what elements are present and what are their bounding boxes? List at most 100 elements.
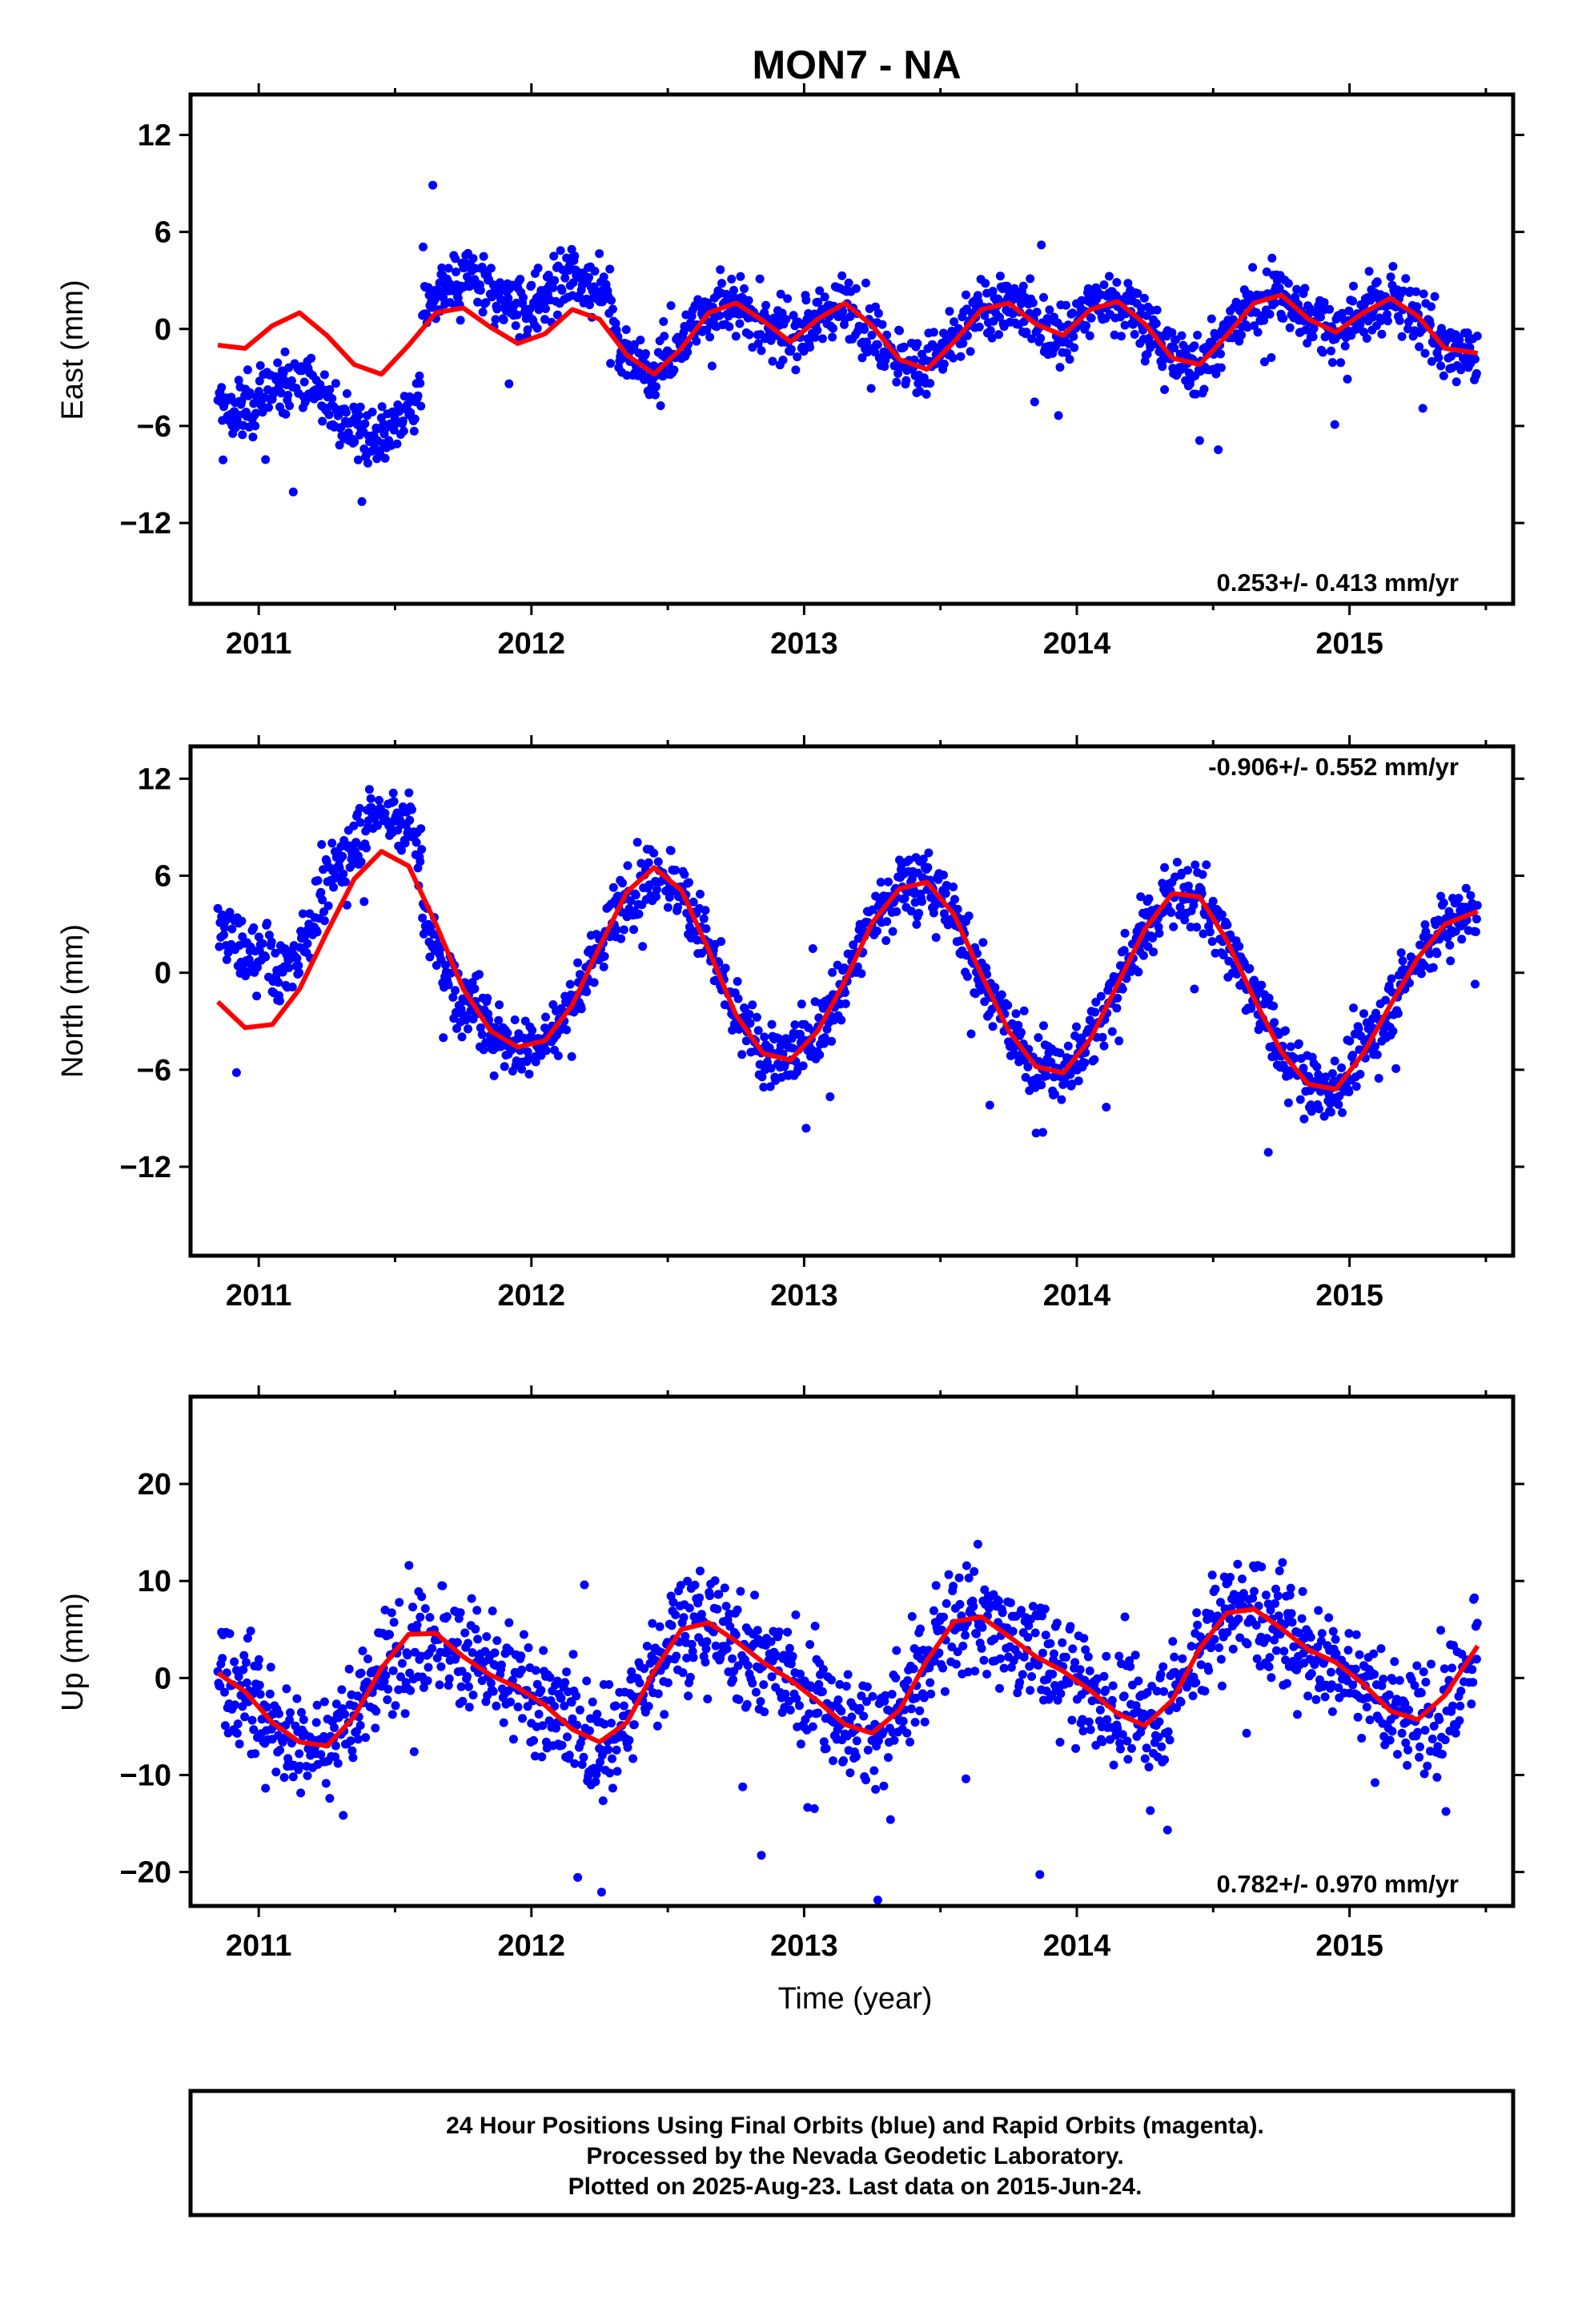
data-point [565,979,575,989]
data-point [513,1703,523,1711]
data-point [1028,1602,1038,1611]
data-point [715,311,725,320]
data-point [1099,280,1109,290]
data-point [281,409,291,419]
data-point [339,869,348,879]
data-point [954,1573,964,1582]
data-point [861,278,870,287]
data-point [1158,1662,1168,1671]
data-point [1456,365,1466,375]
data-point [1068,1644,1078,1654]
data-point [843,1670,853,1679]
data-point [745,330,754,340]
data-point [895,326,904,336]
data-point [1315,1104,1324,1114]
data-point [757,1851,766,1860]
data-point [753,339,763,348]
data-point [451,986,460,995]
data-point [1311,1695,1321,1704]
data-point [852,1736,861,1746]
data-point [1397,1728,1407,1738]
y-tick-label: 6 [155,216,171,250]
data-point [701,1658,710,1667]
data-point [1139,293,1149,303]
data-point [249,923,259,932]
data-point [219,455,228,464]
data-point [986,326,995,336]
data-point [463,1672,472,1681]
data-point [344,1664,354,1674]
data-point [1441,1807,1451,1816]
data-point [1257,980,1267,990]
data-point [962,331,972,340]
data-point [683,348,693,357]
data-point [377,402,387,412]
data-point [473,297,483,307]
data-point [884,877,893,887]
data-point [231,1068,241,1077]
data-point [1344,306,1354,316]
data-point [1281,1026,1291,1035]
data-point [1162,1825,1172,1835]
x-axis-label: Time (year) [778,1982,933,2016]
data-point [949,353,958,363]
data-point [1045,305,1054,315]
data-point [532,324,542,333]
data-point [1385,1735,1395,1745]
data-point [350,437,359,447]
data-point [1472,901,1482,910]
data-point [1303,1691,1313,1701]
data-point [653,857,663,866]
data-point [1383,316,1392,326]
data-point [1355,1650,1364,1659]
data-point [298,909,307,919]
data-point [841,999,850,1008]
data-point [1299,1114,1309,1124]
data-point [909,1664,918,1674]
data-point [1057,322,1066,332]
data-point [981,279,990,288]
data-point [458,1696,468,1706]
data-point [1159,1687,1169,1696]
data-point [1275,283,1284,293]
data-point [1017,300,1026,308]
data-point [570,251,580,261]
data-point [1070,1658,1080,1667]
data-point [684,1691,693,1701]
data-point [560,273,570,283]
data-point [1468,1678,1478,1687]
x-tick-label: 2011 [226,627,291,661]
data-point [790,1020,800,1030]
data-point [951,1659,961,1669]
data-point [243,365,252,375]
data-point [915,387,925,396]
data-point [958,1641,968,1651]
data-point [400,838,410,848]
data-point [1307,1107,1316,1116]
data-point [820,292,829,302]
data-point [264,403,273,412]
data-point [477,1030,487,1039]
data-point [962,971,972,981]
data-point [857,353,867,363]
data-point [399,426,408,436]
data-point [1283,279,1293,288]
data-point [1438,1750,1447,1759]
data-point [621,325,631,335]
data-point [570,1759,580,1768]
data-point [745,1010,754,1019]
data-point [793,352,802,362]
data-point [222,955,231,964]
data-point [939,1612,948,1622]
data-point [733,1605,742,1614]
data-point [1068,308,1078,318]
data-point [608,1783,617,1793]
data-point [506,1697,516,1707]
data-point [307,353,316,363]
data-point [489,1071,499,1080]
data-point [821,1743,831,1753]
data-point [572,1691,581,1701]
data-point [1217,1681,1227,1691]
data-point [556,1694,566,1703]
